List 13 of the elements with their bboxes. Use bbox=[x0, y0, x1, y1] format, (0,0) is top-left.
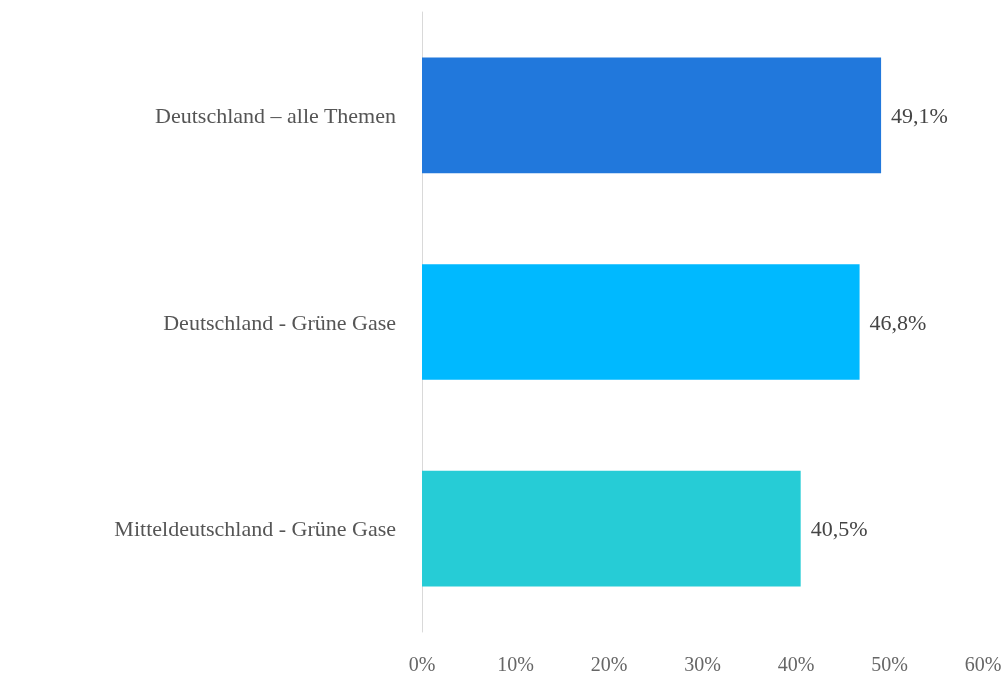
y-tick-label: Mitteldeutschland - Grüne Gase bbox=[114, 516, 396, 542]
x-tick-label: 40% bbox=[777, 653, 815, 675]
x-tick-label: 0% bbox=[408, 653, 436, 675]
data-label: 46,8% bbox=[869, 309, 927, 335]
y-tick-label: Deutschland – alle Themen bbox=[155, 102, 396, 128]
data-label: 40,5% bbox=[810, 516, 868, 542]
data-label: 49,1% bbox=[891, 102, 948, 128]
x-tick-label: 10% bbox=[497, 653, 534, 675]
y-tick-label: Deutschland - Grüne Gase bbox=[163, 309, 396, 335]
x-tick-label: 50% bbox=[871, 653, 908, 675]
x-tick-label: 60% bbox=[964, 653, 1002, 675]
x-tick-label: 20% bbox=[590, 653, 628, 675]
x-tick-label: 30% bbox=[684, 653, 721, 675]
